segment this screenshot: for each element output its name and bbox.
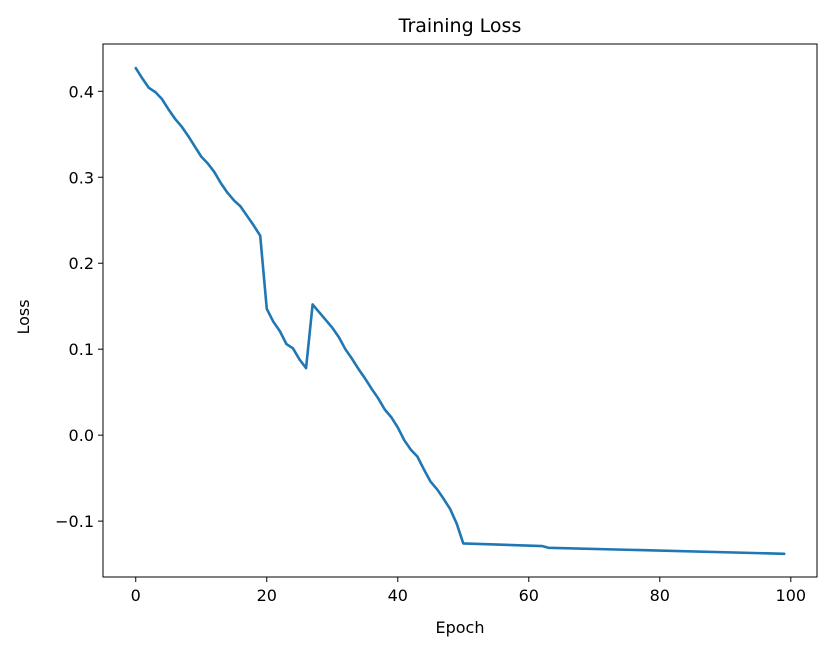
plot-area: [102, 43, 818, 578]
y-tick-label: 0.4: [69, 82, 94, 101]
y-tick-label: 0.3: [69, 168, 94, 187]
y-axis: −0.1 0.0 0.1 0.2 0.3 0.4: [55, 82, 103, 531]
x-tick-label: 0: [131, 586, 141, 605]
y-tick-label: 0.1: [69, 340, 94, 359]
y-tick-label: −0.1: [55, 512, 94, 531]
y-tick-label: 0.0: [69, 426, 94, 445]
x-axis-label: Epoch: [436, 618, 485, 637]
x-tick-label: 100: [776, 586, 807, 605]
x-tick-label: 80: [650, 586, 670, 605]
x-tick-label: 60: [519, 586, 539, 605]
x-axis: 0 20 40 60 80 100: [131, 577, 806, 605]
loss-line: [134, 66, 786, 556]
x-tick-label: 20: [257, 586, 277, 605]
chart-title: Training Loss: [398, 15, 522, 37]
x-tick-label: 40: [388, 586, 408, 605]
plot-frame: [102, 43, 818, 578]
y-tick-label: 0.2: [69, 254, 94, 273]
y-axis-label: Loss: [14, 299, 33, 334]
